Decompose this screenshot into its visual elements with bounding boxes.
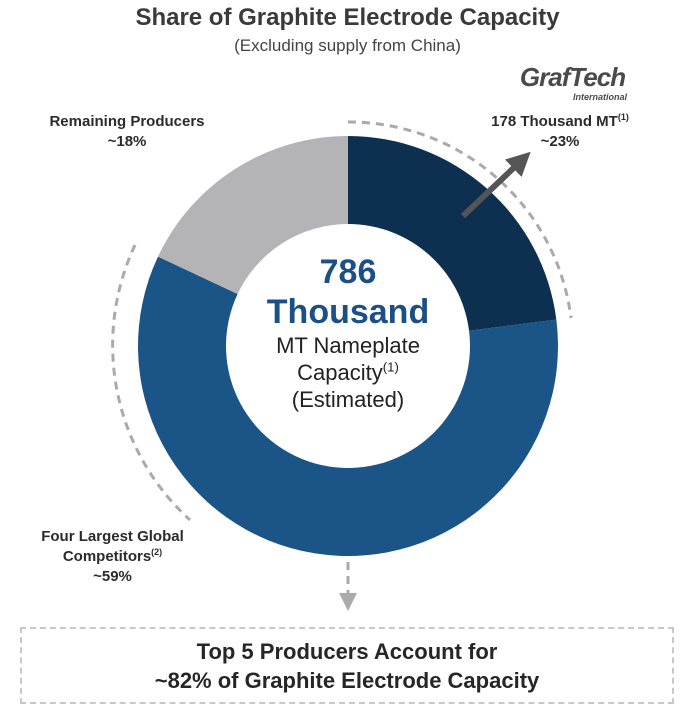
- note: (1): [617, 112, 629, 122]
- slice: [157, 136, 348, 295]
- category: Remaining Producers: [49, 113, 205, 130]
- arrow: [460, 151, 531, 219]
- bracket: [111, 244, 192, 522]
- note: (1): [382, 359, 399, 375]
- center-text: 786 Thousand MT Nameplate Capacity(1) (E…: [228, 252, 468, 413]
- bracket: [347, 120, 573, 319]
- chart-subtitle: (Excluding supply from China): [234, 36, 461, 55]
- category: 178 Thousand MT: [491, 113, 618, 130]
- category: Four Largest Global Competitors: [41, 528, 184, 565]
- value-label: ~23%: [540, 133, 580, 150]
- chart-title: Share of Graphite Electrode Capacity: [135, 4, 560, 31]
- slice-label: 178 Thousand MT(1) ~23%: [475, 112, 645, 152]
- footer: Top 5 Producers Account for ~82% of Grap…: [20, 627, 674, 704]
- slices: [138, 136, 558, 556]
- unit: Thousand: [266, 293, 430, 331]
- logo: GrafTech: [519, 62, 626, 92]
- center-line: (Estimated): [291, 387, 405, 412]
- center-line-wrap: Capacity(1): [228, 359, 468, 386]
- slice: [138, 256, 558, 556]
- footer-line: ~82% of Graphite Electrode Capacity: [154, 668, 540, 693]
- note: (2): [151, 547, 163, 557]
- total: 786: [319, 253, 377, 291]
- value-label: ~59%: [93, 568, 132, 585]
- slice: [348, 136, 557, 331]
- center-line: MT Nameplate: [276, 333, 420, 358]
- slice-label: Four Largest Global Competitors(2) ~59%: [30, 527, 195, 587]
- center-line: Capacity: [297, 360, 383, 385]
- footer-line: Top 5 Producers Account for: [196, 639, 498, 664]
- slice-label: Remaining Producers ~18%: [17, 112, 237, 152]
- value-label: ~18%: [107, 133, 147, 150]
- logo-sub: International: [572, 92, 627, 102]
